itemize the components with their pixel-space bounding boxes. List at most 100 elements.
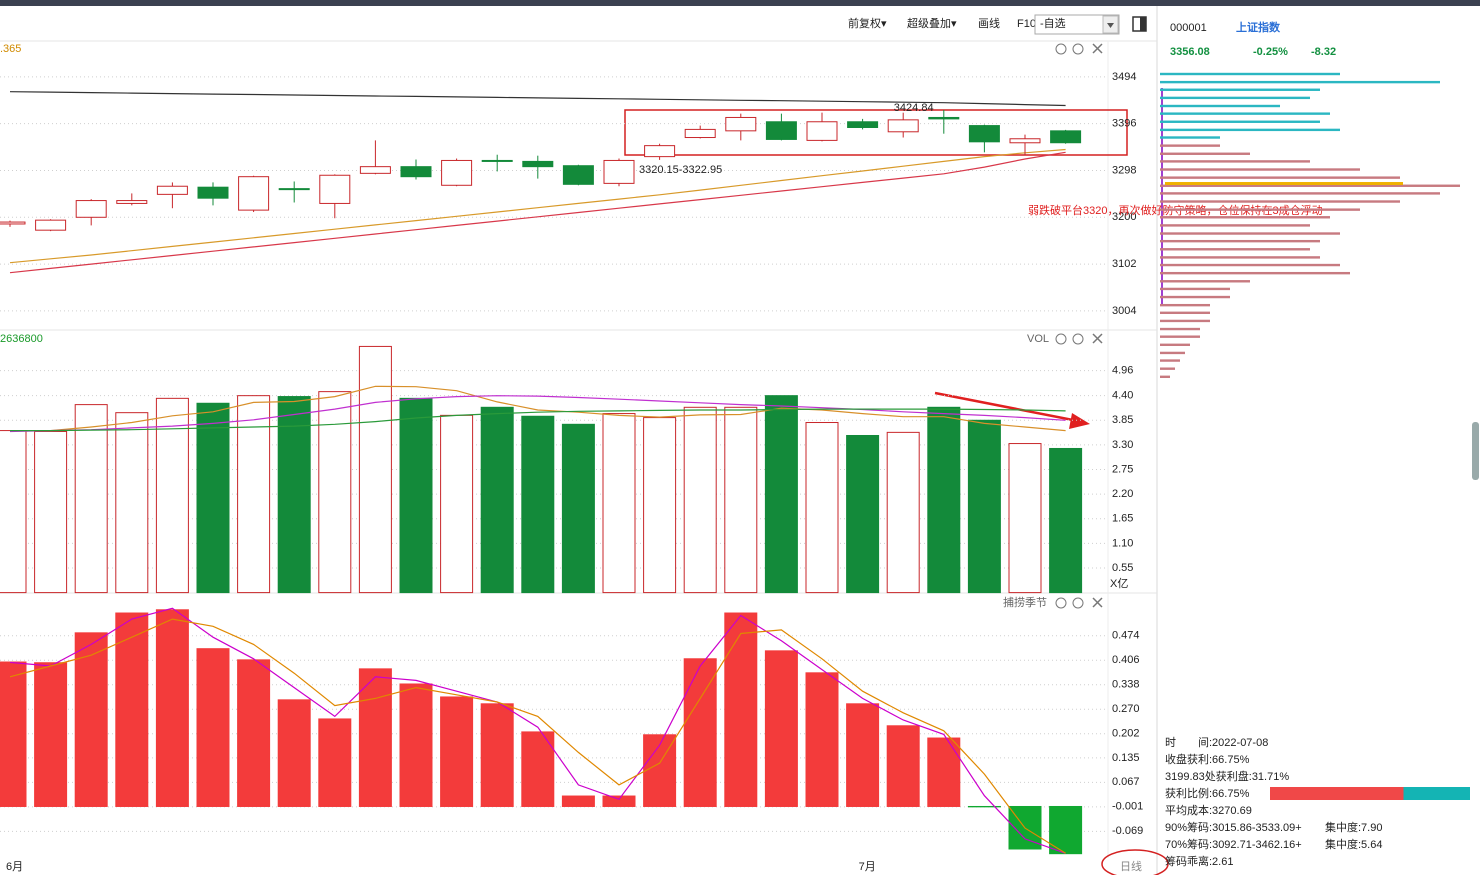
watchlist-dropdown[interactable] <box>1034 14 1120 35</box>
chip-bar <box>1160 224 1310 227</box>
toolbar-item[interactable]: F10 <box>1017 18 1036 30</box>
line-series <box>10 385 1066 432</box>
chip-stat: 集中度:5.64 <box>1325 837 1382 851</box>
chip-bar <box>1160 256 1320 259</box>
chip-bar <box>1160 295 1230 299</box>
chip-bar <box>1160 263 1340 267</box>
stock-code: 000001 <box>1170 22 1207 34</box>
candle-body <box>400 166 432 178</box>
chip-bar <box>1160 168 1360 171</box>
stock-name: 上证指数 <box>1236 20 1281 34</box>
scrollbar[interactable] <box>1472 422 1479 480</box>
chip-stat: 收盘获利:66.75% <box>1165 752 1250 766</box>
bar <box>1049 805 1083 855</box>
y-tick-label: 0.474 <box>1112 630 1140 642</box>
bar <box>196 402 230 594</box>
high-label: 3424.84 <box>894 102 934 114</box>
line-series <box>9 91 1066 107</box>
line-series <box>9 607 1066 854</box>
y-tick-label: -0.069 <box>1112 825 1143 837</box>
chip-bar <box>1160 80 1440 84</box>
candle-body <box>0 221 26 225</box>
chip-bar <box>1160 216 1330 219</box>
y-tick-label: 3396 <box>1112 118 1136 130</box>
candle-body <box>562 165 594 185</box>
candle-body <box>644 145 676 158</box>
chip-bar <box>1160 248 1310 251</box>
chip-bar <box>1160 239 1320 243</box>
watchlist-label[interactable]: -自选 <box>1040 17 1066 30</box>
bar <box>480 406 514 594</box>
toolbar-item[interactable]: 画线 <box>978 16 1000 30</box>
chip-bar <box>1160 319 1210 323</box>
chip-bar <box>1160 160 1310 163</box>
chip-bar <box>1160 176 1400 179</box>
chip-bar <box>1160 327 1200 331</box>
bar <box>318 391 352 594</box>
chip-bar <box>1160 271 1350 275</box>
chip-bar <box>1160 136 1220 139</box>
chip-bar <box>1160 303 1210 307</box>
candle-body <box>278 188 310 191</box>
cost-line <box>1165 182 1403 186</box>
chip-stat: 时 间:2022-07-08 <box>1165 736 1268 749</box>
candle-body <box>928 116 960 120</box>
candle-body <box>684 128 716 139</box>
chip-bar <box>1160 351 1185 355</box>
y-tick-label: 3200 <box>1112 211 1136 223</box>
bar <box>683 658 717 807</box>
line-series <box>10 408 1066 432</box>
chip-stat: 3199.83处获利盘:31.71% <box>1165 769 1289 783</box>
stock-change: -8.32 <box>1311 46 1336 58</box>
close-icon <box>1092 333 1103 344</box>
bar <box>74 632 108 807</box>
period-tab[interactable]: 日线 <box>1120 859 1142 873</box>
bar <box>602 413 636 594</box>
bar <box>927 406 961 594</box>
bar <box>846 703 880 807</box>
candle-body <box>238 176 270 211</box>
chip-bar <box>1160 72 1340 76</box>
bar <box>521 415 555 594</box>
chip-stat: 集中度:7.90 <box>1325 820 1382 834</box>
bar <box>764 395 798 594</box>
stock-price: 3356.08 <box>1170 46 1210 58</box>
corner-label: .365 <box>0 43 21 55</box>
help-icon <box>1072 597 1084 609</box>
candle-body <box>725 116 757 132</box>
chip-bar <box>1160 343 1190 347</box>
candle-body <box>35 219 67 231</box>
bar <box>358 668 392 807</box>
toolbar-item[interactable]: 前复权▾ <box>848 16 887 30</box>
bar <box>846 434 880 594</box>
bar <box>155 609 189 807</box>
y-tick-label: 1.10 <box>1112 537 1133 549</box>
bar <box>724 406 758 594</box>
chip-bar <box>1160 367 1175 370</box>
chip-bar <box>1160 311 1210 315</box>
chip-bar <box>1160 152 1250 155</box>
bar <box>886 725 920 807</box>
bar <box>155 397 189 594</box>
bar <box>34 662 68 807</box>
bar <box>764 650 798 807</box>
candle-body <box>75 200 107 218</box>
bar <box>358 345 392 594</box>
toolbar-item[interactable]: 超级叠加▾ <box>907 16 957 30</box>
y-tick-label: 3004 <box>1112 305 1136 317</box>
bar <box>74 404 108 594</box>
chip-stat: 获利比例:66.75% <box>1165 786 1250 800</box>
bar <box>196 648 230 807</box>
chip-bar <box>1160 192 1440 195</box>
chip-bar <box>1160 232 1340 235</box>
y-tick-label: 4.40 <box>1112 390 1133 402</box>
y-tick-label: 2.75 <box>1112 463 1133 475</box>
bar <box>967 419 1001 594</box>
layout-icon-fill <box>1140 17 1146 31</box>
bar <box>805 672 839 807</box>
line-series <box>9 395 1066 433</box>
candle-body <box>887 119 919 133</box>
dropdown-arrow <box>1107 23 1114 28</box>
settings-icon <box>1055 43 1067 55</box>
